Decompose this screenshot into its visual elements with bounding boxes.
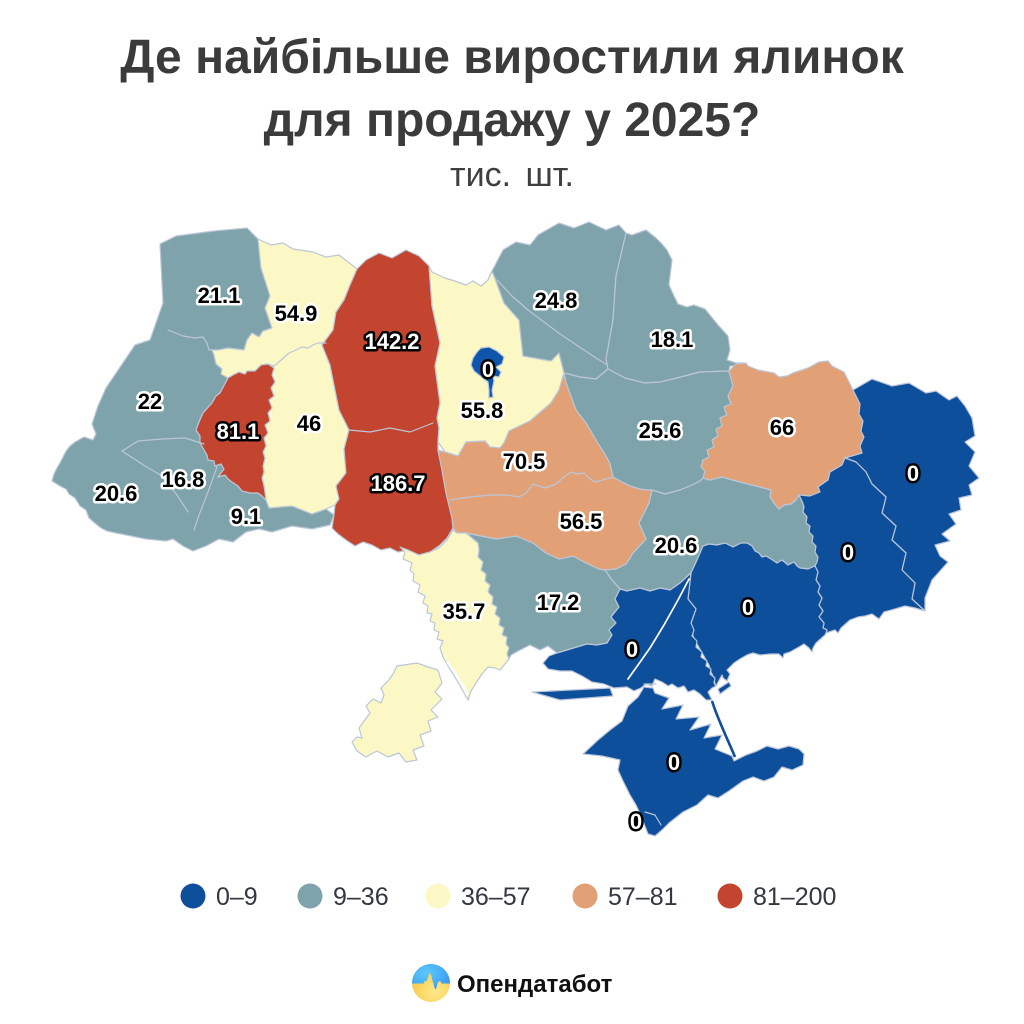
- svg-text:142.2: 142.2: [364, 329, 419, 354]
- svg-text:66: 66: [770, 415, 794, 440]
- svg-text:0: 0: [742, 595, 754, 620]
- svg-text:35.7: 35.7: [443, 599, 486, 624]
- svg-text:17.2: 17.2: [537, 590, 580, 615]
- svg-text:0: 0: [630, 809, 642, 834]
- svg-text:36–57: 36–57: [461, 883, 531, 911]
- svg-text:9–36: 9–36: [333, 883, 389, 911]
- svg-text:18.1: 18.1: [651, 327, 694, 352]
- svg-text:70.5: 70.5: [503, 449, 546, 474]
- svg-text:0: 0: [907, 461, 919, 486]
- svg-text:56.5: 56.5: [560, 509, 603, 534]
- svg-text:55.8: 55.8: [461, 398, 504, 423]
- svg-text:0–9: 0–9: [216, 883, 258, 911]
- svg-text:25.6: 25.6: [639, 418, 682, 443]
- svg-text:16.8: 16.8: [162, 467, 205, 492]
- svg-text:0: 0: [842, 540, 854, 565]
- svg-text:186.7: 186.7: [370, 471, 425, 496]
- svg-text:20.6: 20.6: [655, 533, 698, 558]
- svg-text:0: 0: [626, 637, 638, 662]
- svg-text:81.1: 81.1: [217, 419, 260, 444]
- svg-text:81–200: 81–200: [753, 883, 836, 911]
- svg-text:21.1: 21.1: [198, 283, 241, 308]
- svg-text:20.6: 20.6: [95, 481, 138, 506]
- svg-text:46: 46: [297, 411, 321, 436]
- svg-text:57–81: 57–81: [608, 883, 678, 911]
- svg-text:54.9: 54.9: [275, 301, 318, 326]
- svg-text:0: 0: [482, 357, 494, 382]
- svg-text:9.1: 9.1: [231, 504, 262, 529]
- svg-text:22: 22: [138, 389, 162, 414]
- svg-text:24.8: 24.8: [535, 288, 578, 313]
- svg-text:0: 0: [668, 750, 680, 775]
- svg-text:Опендатабот: Опендатабот: [457, 971, 613, 998]
